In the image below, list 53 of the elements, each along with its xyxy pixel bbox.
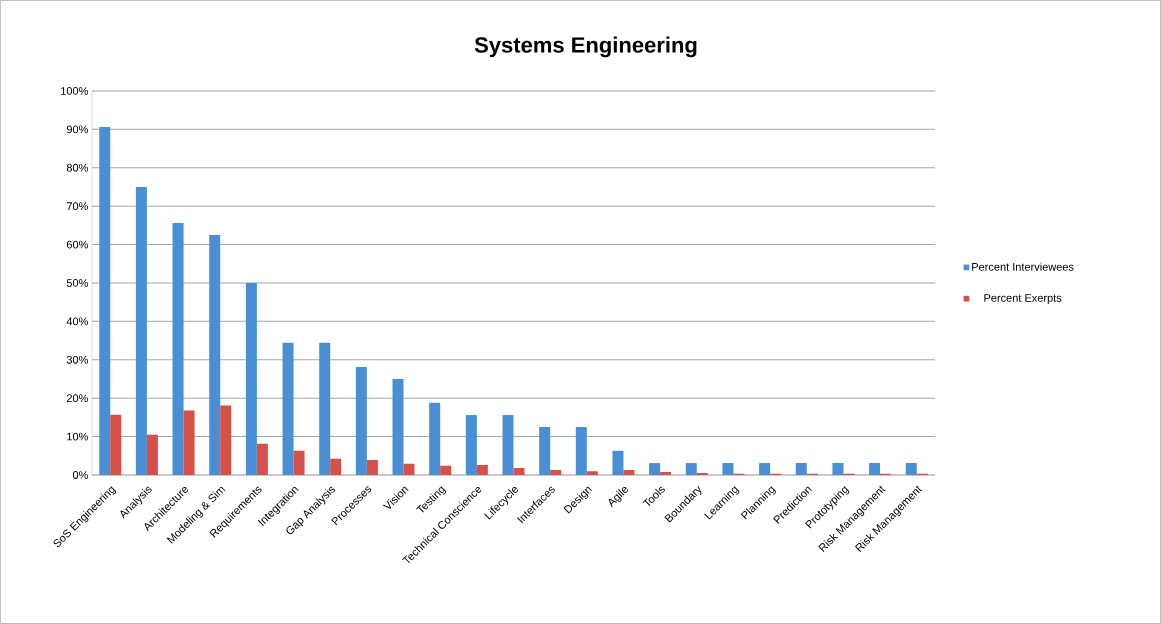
bar (539, 427, 551, 476)
bar (649, 463, 661, 476)
bar (135, 186, 147, 476)
bar (440, 465, 452, 476)
y-tick-label: 70% (66, 202, 88, 211)
bar (183, 410, 195, 476)
bar (245, 282, 257, 476)
legend-label: Percent Interviewees (972, 262, 1074, 271)
bar (575, 427, 587, 476)
bar (869, 463, 881, 476)
bar (256, 443, 268, 476)
bar (403, 463, 415, 476)
chart-title: Systems Engineering (474, 36, 697, 58)
legend-label: Percent Exerpts (984, 294, 1062, 305)
bar (685, 463, 697, 476)
bar (220, 405, 232, 476)
y-tick-label: 80% (66, 163, 88, 172)
bar (282, 342, 294, 476)
bar (832, 463, 844, 476)
bar (110, 414, 122, 476)
bar (586, 471, 598, 476)
y-tick-label: 90% (66, 125, 88, 134)
bar (429, 402, 441, 476)
y-tick-label: 60% (66, 240, 88, 249)
bar (795, 463, 807, 476)
bar (513, 468, 525, 476)
bar (366, 460, 378, 476)
y-tick-label: 50% (66, 279, 88, 287)
bar (502, 415, 514, 476)
bar (465, 415, 477, 476)
bar (392, 379, 404, 476)
bar (209, 234, 221, 476)
bar (476, 465, 488, 476)
bar (722, 463, 734, 476)
bar (905, 463, 917, 476)
bar (355, 367, 367, 476)
bar (759, 463, 771, 476)
bar (550, 470, 562, 476)
bar (172, 223, 184, 476)
y-tick-label: 30% (66, 355, 88, 364)
y-tick-label: 100% (61, 87, 88, 95)
bar (623, 470, 635, 476)
bar (99, 127, 111, 476)
bar (660, 471, 672, 476)
y-tick-label: 10% (67, 432, 88, 441)
y-tick-label: 0% (72, 471, 88, 479)
bar (319, 342, 331, 476)
bar (293, 450, 305, 476)
bar (330, 458, 342, 476)
bar (612, 450, 624, 476)
y-tick-label: 40% (66, 317, 88, 326)
bar (146, 434, 158, 476)
y-tick-label: 20% (66, 394, 88, 403)
